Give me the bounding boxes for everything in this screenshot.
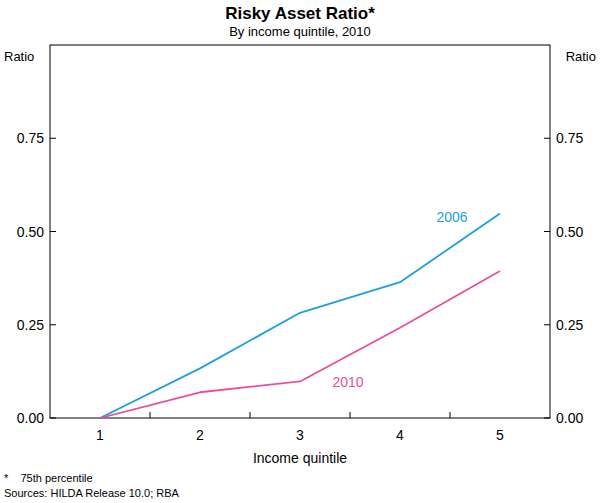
y-tick (544, 324, 550, 325)
series-line (100, 214, 500, 418)
y-tick-label: 0.00 (17, 410, 44, 426)
x-axis-label: Income quintile (253, 450, 347, 466)
y-tick-label: 0.25 (556, 317, 583, 333)
y-tick (50, 324, 56, 325)
plot-frame (50, 45, 550, 418)
x-tick-label: 3 (296, 427, 304, 443)
y-tick-label: 0.75 (17, 130, 44, 146)
title: Risky Asset Ratio* (225, 4, 375, 23)
footnote: Sources: HILDA Release 10.0; RBA (4, 487, 180, 499)
footnote: * 75th percentile (4, 472, 93, 484)
y-tick (50, 231, 56, 232)
x-band-tick (250, 412, 251, 418)
series-label: 2006 (436, 209, 467, 225)
y-axis-label: Ratio (566, 49, 596, 64)
y-tick (50, 138, 56, 139)
x-tick-label: 2 (196, 427, 204, 443)
y-tick (544, 138, 550, 139)
chart: Risky Asset Ratio*By income quintile, 20… (0, 0, 600, 503)
y-tick-label: 0.00 (556, 410, 583, 426)
y-tick (544, 231, 550, 232)
x-tick-label: 4 (396, 427, 404, 443)
y-tick (50, 418, 56, 419)
subtitle: By income quintile, 2010 (229, 24, 371, 39)
series-label: 2010 (332, 374, 363, 390)
y-tick-label: 0.50 (17, 224, 44, 240)
x-tick-label: 1 (96, 427, 104, 443)
x-band-tick (450, 412, 451, 418)
series-group (100, 214, 500, 418)
y-tick-label: 0.25 (17, 317, 44, 333)
y-axis-label: Ratio (4, 49, 34, 64)
x-tick-label: 5 (496, 427, 504, 443)
y-tick-label: 0.75 (556, 130, 583, 146)
series-line (100, 271, 500, 418)
x-band-tick (150, 412, 151, 418)
y-tick (544, 418, 550, 419)
x-band-tick (350, 412, 351, 418)
y-tick-label: 0.50 (556, 224, 583, 240)
